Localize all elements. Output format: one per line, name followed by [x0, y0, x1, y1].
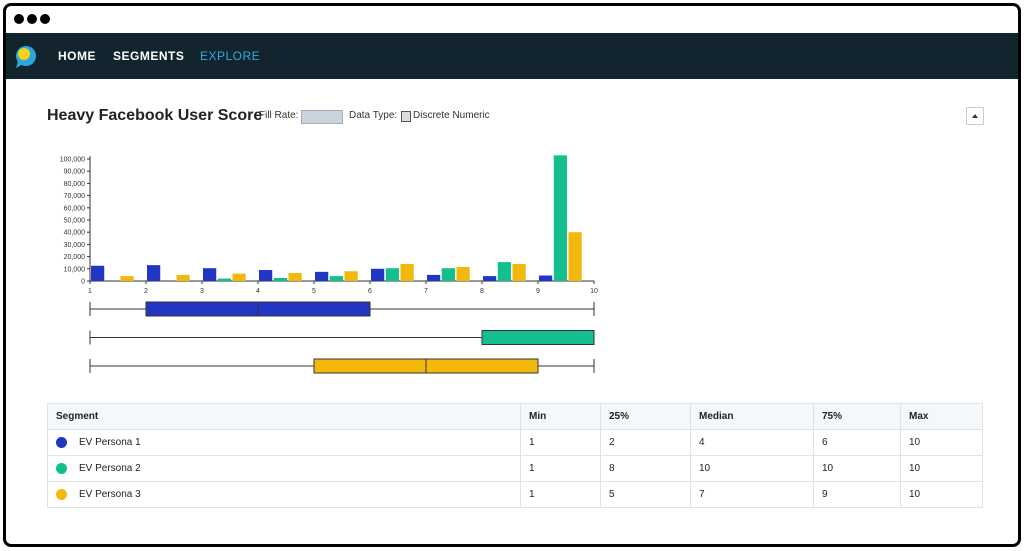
segment-swatch — [56, 436, 67, 448]
bar — [147, 265, 161, 281]
x-tick-label: 6 — [368, 288, 372, 295]
stat-cell: 2 — [600, 429, 691, 456]
segment-cell: EV Persona 2 — [47, 455, 521, 482]
column-header: 75% — [813, 403, 901, 430]
bar — [329, 276, 343, 281]
table-row: EV Persona 1 1 2 4 6 10 — [47, 429, 983, 456]
stat-cell: 1 — [520, 481, 601, 508]
segment-swatch — [56, 488, 67, 500]
data-type-label: Data Type: — [349, 110, 398, 121]
y-tick-label: 60,000 — [64, 205, 86, 212]
stat-cell: 7 — [690, 481, 814, 508]
stat-cell: 10 — [813, 455, 901, 482]
stat-cell: 6 — [813, 429, 901, 456]
x-tick-label: 1 — [88, 288, 92, 295]
bar — [232, 273, 246, 281]
nav-bar: HOME SEGMENTS EXPLORE — [6, 33, 1018, 79]
bar — [456, 266, 470, 281]
fill-rate-label: Fill Rate: — [259, 110, 299, 121]
collapse-button[interactable] — [966, 107, 984, 125]
bar — [427, 274, 441, 281]
bar — [315, 271, 329, 281]
y-tick-label: 50,000 — [64, 218, 86, 225]
segment-name: EV Persona 2 — [79, 463, 141, 475]
chart: 0 10,000 20,000 30,000 40,000 50,000 60,000 70,… — [60, 155, 598, 374]
bar — [203, 268, 217, 281]
data-type-icon — [401, 111, 411, 122]
segment-cell: EV Persona 1 — [47, 429, 521, 456]
data-type: Discrete Numeric — [413, 110, 490, 121]
bar — [441, 268, 455, 281]
x-tick-label: 10 — [590, 288, 598, 295]
stat-cell: 10 — [900, 481, 983, 508]
y-tick-label: 20,000 — [64, 254, 86, 261]
segment-name: EV Persona 1 — [79, 437, 141, 449]
bar — [120, 276, 134, 281]
bar — [176, 274, 190, 281]
bar — [217, 278, 231, 281]
x-tick-label: 2 — [144, 288, 148, 295]
y-tick-label: 70,000 — [64, 193, 86, 200]
bar — [273, 277, 287, 281]
stat-cell: 10 — [900, 429, 983, 456]
box — [481, 330, 595, 345]
bar — [385, 268, 399, 281]
logo[interactable] — [14, 45, 38, 69]
x-tick-label: 4 — [256, 288, 260, 295]
bar — [259, 270, 273, 281]
x-tick-label: 5 — [312, 288, 316, 295]
column-header: Median — [690, 403, 814, 430]
stat-cell: 9 — [813, 481, 901, 508]
y-tick-label: 100,000 — [60, 157, 85, 164]
browser-window: HOME SEGMENTS EXPLORE 0 10,000 20,000 30,00… — [3, 3, 1021, 547]
bar — [371, 268, 385, 281]
window-dot — [40, 14, 50, 24]
column-header: Segment — [47, 403, 521, 430]
y-tick-label: 40,000 — [64, 230, 86, 237]
window-dot — [27, 14, 37, 24]
bar — [539, 275, 553, 281]
stat-cell: 8 — [600, 455, 691, 482]
bar — [483, 276, 497, 281]
stat-cell: 4 — [690, 429, 814, 456]
stat-cell: 1 — [520, 455, 601, 482]
nav-home[interactable]: HOME — [58, 49, 96, 63]
column-header: Min — [520, 403, 601, 430]
segment-swatch — [56, 462, 67, 474]
window-dot — [14, 14, 24, 24]
x-tick-label: 8 — [480, 288, 484, 295]
x-tick-label: 7 — [424, 288, 428, 295]
stats-table: Segment Min 25% Median 75% Max EV Person… — [47, 403, 983, 508]
bar — [344, 271, 358, 281]
y-tick-label: 0 — [81, 279, 85, 286]
stat-cell: 1 — [520, 429, 601, 456]
y-tick-label: 80,000 — [64, 181, 86, 188]
y-tick-label: 90,000 — [64, 169, 86, 176]
nav-segments[interactable]: SEGMENTS — [113, 49, 185, 63]
bar — [568, 232, 582, 281]
bar — [512, 263, 526, 281]
column-header: 25% — [600, 403, 691, 430]
column-header: Max — [900, 403, 983, 430]
bar — [91, 265, 105, 281]
stat-cell: 5 — [600, 481, 691, 508]
y-tick-label: 10,000 — [64, 266, 86, 273]
stat-cell: 10 — [900, 455, 983, 482]
nav-explore[interactable]: EXPLORE — [200, 49, 261, 63]
bar — [553, 155, 567, 281]
stat-cell: 10 — [690, 455, 814, 482]
page-title: Heavy Facebook User Score — [47, 107, 263, 124]
fill-rate-bar — [301, 110, 343, 124]
segment-name: EV Persona 3 — [79, 489, 141, 501]
segment-cell: EV Persona 3 — [47, 481, 521, 508]
x-tick-label: 9 — [536, 288, 540, 295]
y-tick-label: 30,000 — [64, 242, 86, 249]
bar — [400, 263, 414, 281]
bar — [288, 273, 302, 281]
bar — [497, 262, 511, 281]
table-row: EV Persona 2 1 8 10 10 10 — [47, 455, 983, 482]
x-tick-label: 3 — [200, 288, 204, 295]
table-row: EV Persona 3 1 5 7 9 10 — [47, 481, 983, 508]
